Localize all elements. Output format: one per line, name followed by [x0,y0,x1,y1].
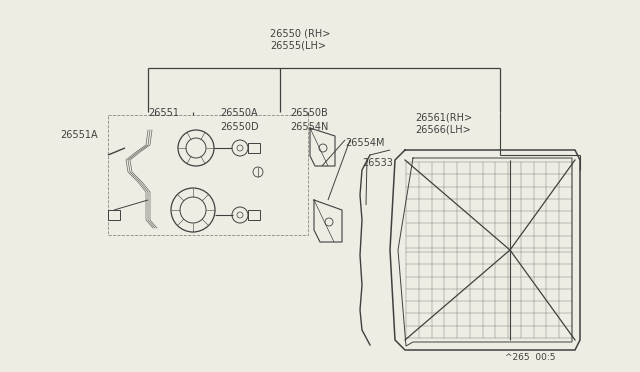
Text: 26554N: 26554N [290,122,328,132]
Text: 26550A: 26550A [220,108,258,118]
Text: 26554M: 26554M [345,138,385,148]
Text: ^265  00:5: ^265 00:5 [505,353,556,362]
Text: 26550D: 26550D [220,122,259,132]
Text: 26561(RH>: 26561(RH> [415,112,472,122]
Text: 26555(LH>: 26555(LH> [270,40,326,50]
Text: 26533: 26533 [362,158,393,168]
Bar [108,210,120,220]
Text: 26550 (RH>: 26550 (RH> [270,28,330,38]
Text: 26551: 26551 [148,108,179,118]
Bar [248,143,260,153]
Text: 26566(LH>: 26566(LH> [415,124,471,134]
Bar [108,115,308,235]
Text: 26551A: 26551A [60,130,98,140]
Bar [248,210,260,220]
Text: 26550B: 26550B [290,108,328,118]
